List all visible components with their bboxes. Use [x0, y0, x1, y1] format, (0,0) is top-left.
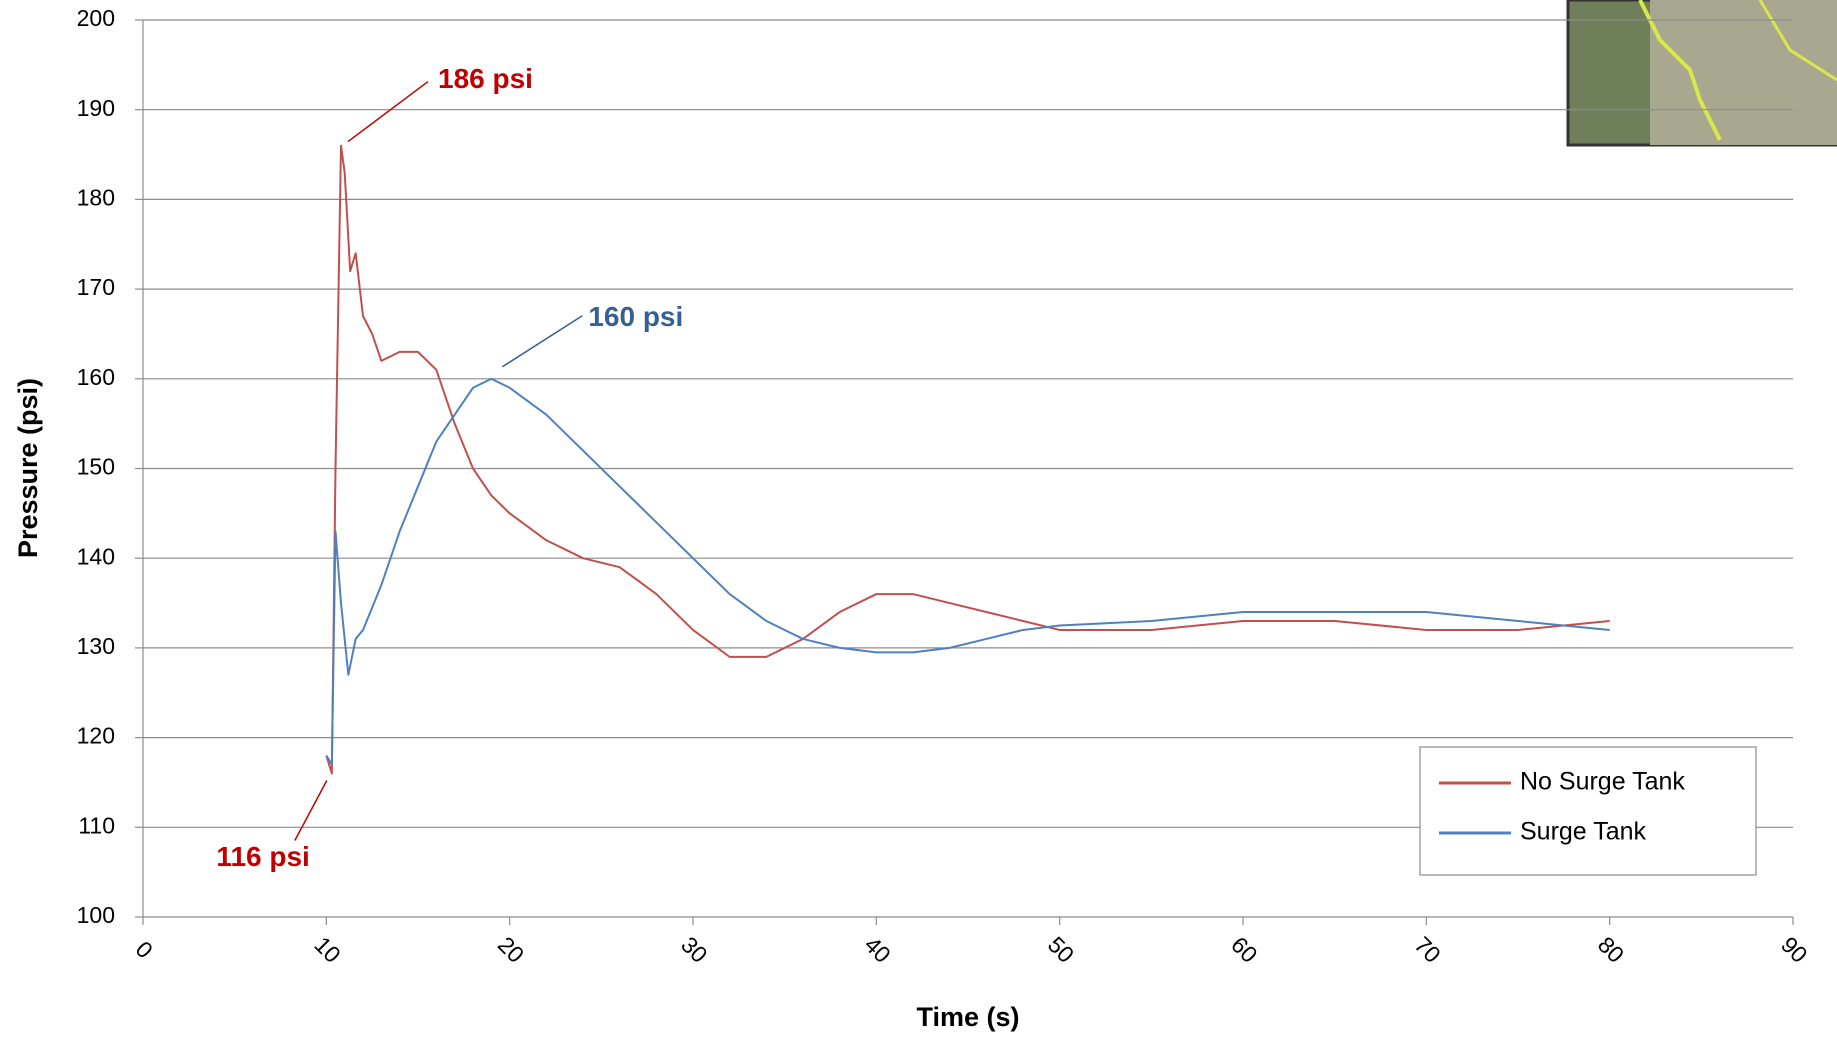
- x-tick-label: 20: [493, 931, 529, 967]
- legend-label: No Surge Tank: [1520, 768, 1685, 796]
- y-tick-label: 200: [77, 5, 115, 31]
- y-tick-label: 170: [77, 274, 115, 300]
- y-tick-label: 160: [77, 364, 115, 390]
- annotation-leader: [347, 80, 429, 143]
- y-axis-title: Pressure (psi): [13, 378, 43, 558]
- inset-boundary: [1638, 0, 1722, 141]
- annotation-label: 160 psi: [588, 301, 683, 332]
- annotation-label: 116 psi: [216, 841, 309, 872]
- y-tick-label: 180: [77, 184, 115, 210]
- x-tick-label: 0: [131, 936, 158, 963]
- map-inset: [1566, 0, 1837, 147]
- x-tick-label: 60: [1226, 931, 1262, 967]
- y-tick-label: 150: [77, 454, 115, 480]
- annotation-leader: [294, 780, 328, 841]
- inset-boundary: [1758, 0, 1837, 82]
- y-tick-label: 130: [77, 633, 115, 659]
- y-tick-label: 100: [77, 902, 115, 928]
- x-tick-label: 90: [1776, 931, 1812, 967]
- x-tick-label: 30: [676, 931, 712, 967]
- x-tick-label: 10: [309, 931, 345, 967]
- x-tick-label: 70: [1409, 931, 1445, 967]
- annotation-label: 186 psi: [438, 63, 533, 94]
- y-tick-label: 140: [77, 543, 115, 569]
- x-tick-label: 40: [859, 931, 895, 967]
- legend-label: Surge Tank: [1520, 818, 1647, 846]
- x-axis-title: Time (s): [916, 1002, 1019, 1032]
- data-line: [325, 144, 1610, 775]
- inset-land: [1650, 0, 1837, 145]
- y-tick-label: 110: [78, 812, 115, 838]
- y-tick-label: 120: [77, 723, 115, 749]
- x-tick-label: 50: [1043, 931, 1079, 967]
- data-line: [325, 377, 1610, 766]
- y-tick-label: 190: [77, 95, 115, 121]
- x-tick-label: 80: [1593, 931, 1629, 967]
- annotation-leader: [501, 315, 583, 368]
- legend-box: [1419, 746, 1757, 876]
